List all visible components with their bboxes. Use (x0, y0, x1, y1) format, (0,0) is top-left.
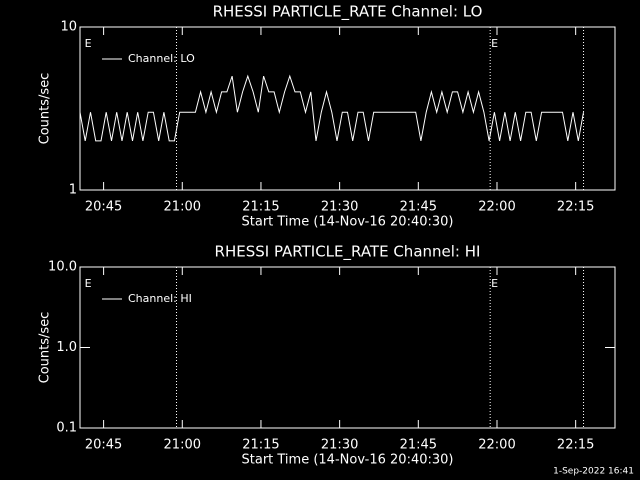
x-tick-label: 22:15 (557, 200, 594, 215)
x-tick-label: 21:15 (242, 200, 279, 215)
x-tick-label: 20:45 (85, 438, 122, 453)
legend-label: Channel: HI (128, 292, 192, 305)
x-tick-label: 21:45 (400, 200, 437, 215)
x-tick-label: 22:00 (478, 200, 515, 215)
x-axis-label: Start Time (14-Nov-16 20:40:30) (242, 215, 454, 230)
legend-label: Channel: LO (128, 52, 195, 65)
x-tick-label: 21:30 (321, 438, 358, 453)
x-tick-label: 21:30 (321, 200, 358, 215)
annotation: E (85, 37, 92, 50)
y-tick-label: 10.0 (48, 260, 77, 275)
footer: 1-Sep-2022 16:41 (553, 467, 634, 477)
x-tick-label: 20:45 (85, 200, 122, 215)
x-tick-label: 21:45 (400, 438, 437, 453)
x-tick-label: 22:15 (557, 438, 594, 453)
annotation: E (491, 277, 498, 290)
y-axis-label: Counts/sec (38, 73, 53, 145)
annotation: E (491, 37, 498, 50)
y-tick-label: 10 (60, 20, 77, 35)
x-tick-label: 22:00 (478, 438, 515, 453)
plot-frame (79, 26, 616, 191)
chart-title: RHESSI PARTICLE_RATE Channel: HI (215, 243, 481, 262)
y-axis-label: Counts/sec (38, 312, 53, 384)
y-tick-label: 0.1 (56, 421, 77, 436)
annotation: E (85, 277, 92, 290)
chart-title: RHESSI PARTICLE_RATE Channel: LO (213, 3, 483, 22)
x-tick-label: 21:15 (242, 438, 279, 453)
x-tick-label: 21:00 (164, 438, 201, 453)
y-tick-label: 1.0 (56, 340, 77, 355)
x-axis-label: Start Time (14-Nov-16 20:40:30) (242, 453, 454, 468)
data-line (79, 74, 584, 142)
y-tick-label: 1 (69, 183, 77, 198)
x-tick-label: 21:00 (164, 200, 201, 215)
